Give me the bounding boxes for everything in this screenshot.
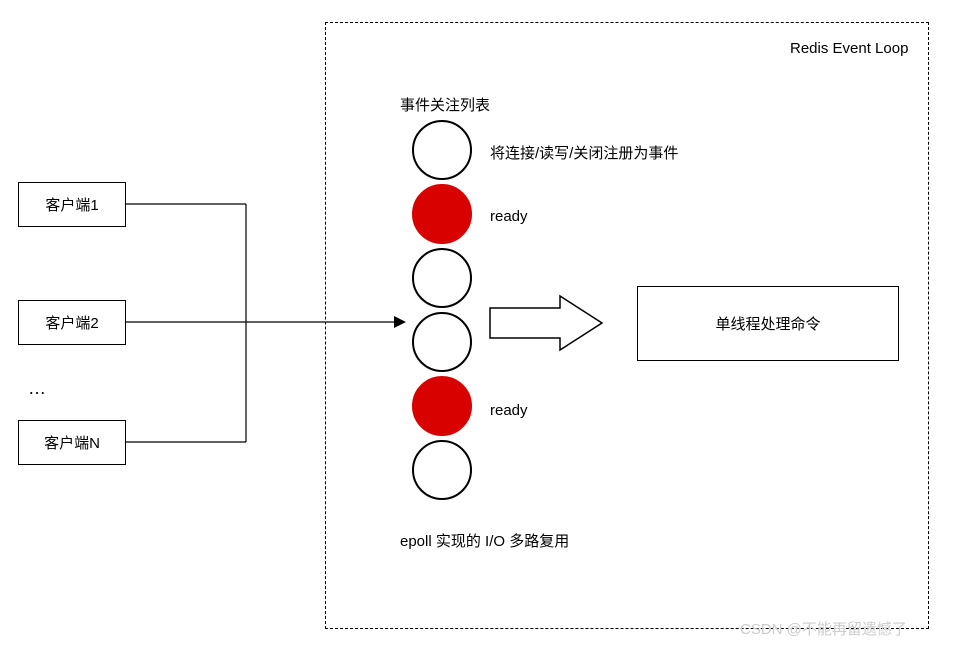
watermark-text: CSDN @不能再留遗憾了 (740, 618, 907, 639)
event-circle-ready (412, 184, 472, 244)
client-label: 客户端N (44, 432, 100, 453)
ready-label: ready (490, 402, 528, 419)
client-box-2: 客户端2 (18, 300, 126, 345)
event-circle-ready (412, 376, 472, 436)
event-circle-empty (412, 248, 472, 308)
client-box-1: 客户端1 (18, 182, 126, 227)
client-label: 客户端1 (45, 194, 98, 215)
event-circle-empty (412, 120, 472, 180)
epoll-label: epoll 实现的 I/O 多路复用 (400, 530, 569, 551)
event-loop-title: Redis Event Loop (790, 40, 908, 57)
ellipsis-label: … (28, 378, 46, 399)
register-events-label: 将连接/读写/关闭注册为事件 (490, 142, 678, 163)
event-circle-empty (412, 440, 472, 500)
ready-label: ready (490, 208, 528, 225)
processor-box: 单线程处理命令 (637, 286, 899, 361)
watch-list-title: 事件关注列表 (400, 94, 490, 115)
processor-label: 单线程处理命令 (715, 313, 820, 334)
event-circle-empty (412, 312, 472, 372)
client-box-n: 客户端N (18, 420, 126, 465)
client-label: 客户端2 (45, 312, 98, 333)
